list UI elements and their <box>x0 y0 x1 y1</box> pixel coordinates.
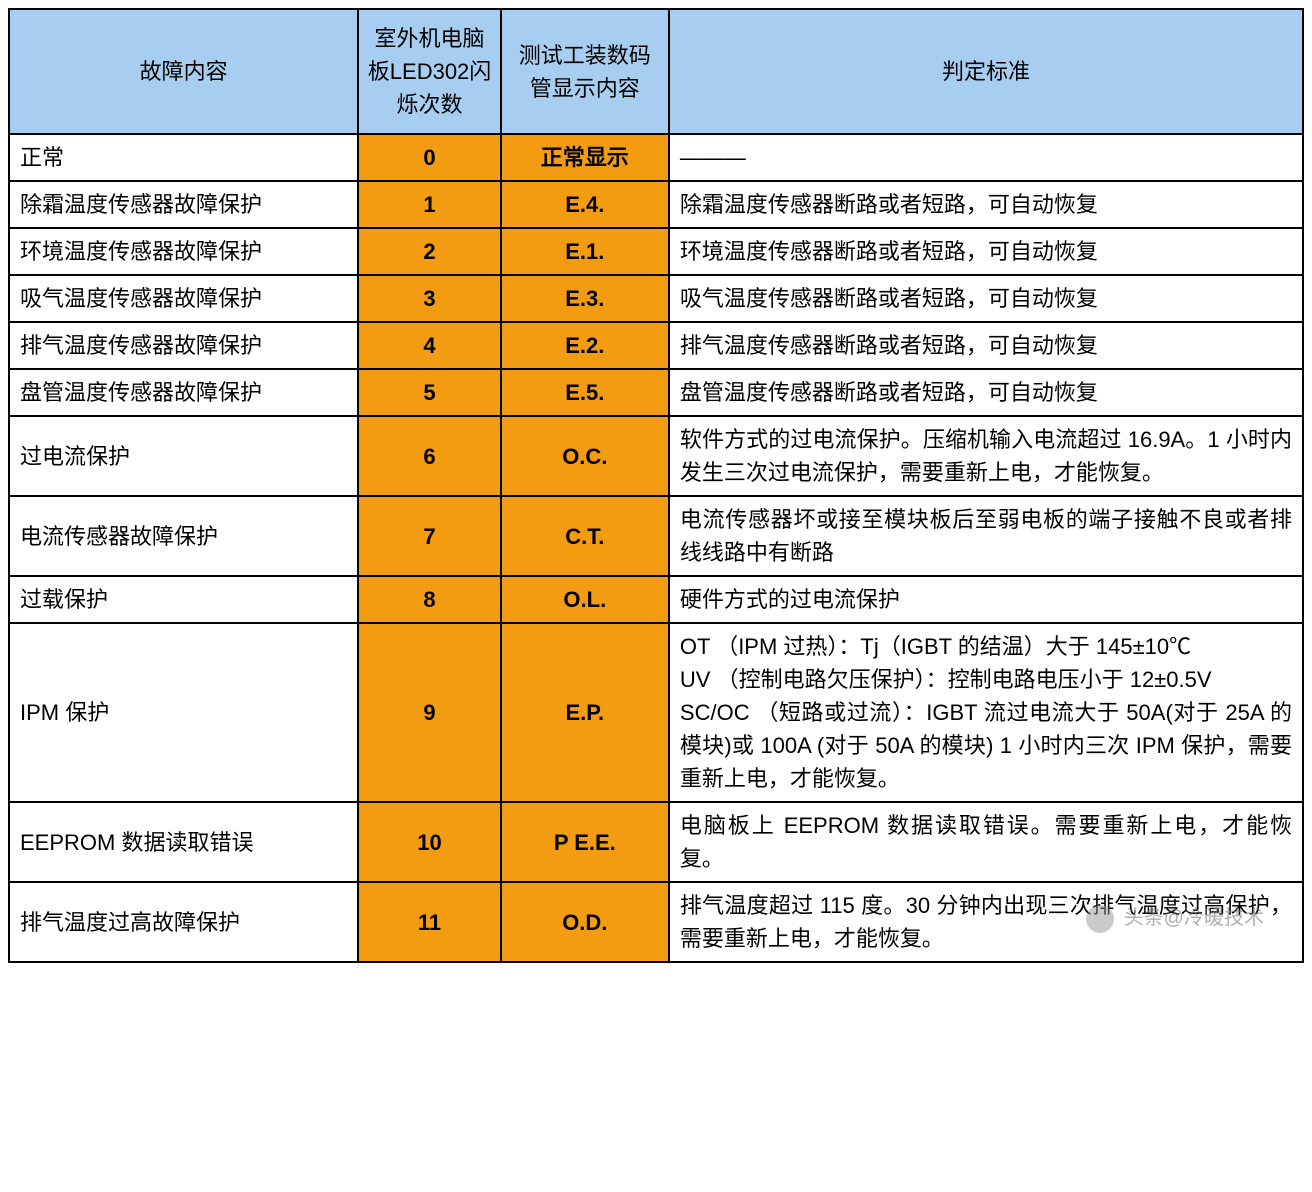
cell-disp: O.D. <box>501 882 669 962</box>
table-row: 除霜温度传感器故障保护1E.4.除霜温度传感器断路或者短路，可自动恢复 <box>9 181 1303 228</box>
header-fault: 故障内容 <box>9 9 358 134</box>
cell-led: 5 <box>358 369 500 416</box>
cell-fault: 吸气温度传感器故障保护 <box>9 275 358 322</box>
cell-disp: E.2. <box>501 322 669 369</box>
cell-disp: 正常显示 <box>501 134 669 181</box>
cell-disp: C.T. <box>501 496 669 576</box>
cell-disp: P E.E. <box>501 802 669 882</box>
cell-led: 2 <box>358 228 500 275</box>
table-row: 排气温度过高故障保护11O.D.排气温度超过 115 度。30 分钟内出现三次排… <box>9 882 1303 962</box>
document-container: 故障内容 室外机电脑板LED302闪烁次数 测试工装数码管显示内容 判定标准 正… <box>8 8 1304 963</box>
cell-led: 3 <box>358 275 500 322</box>
header-criteria: 判定标准 <box>669 9 1303 134</box>
cell-criteria: 环境温度传感器断路或者短路，可自动恢复 <box>669 228 1303 275</box>
cell-fault: 排气温度过高故障保护 <box>9 882 358 962</box>
fault-code-table: 故障内容 室外机电脑板LED302闪烁次数 测试工装数码管显示内容 判定标准 正… <box>8 8 1304 963</box>
table-row: 过载保护8O.L.硬件方式的过电流保护 <box>9 576 1303 623</box>
table-row: 电流传感器故障保护7C.T.电流传感器坏或接至模块板后至弱电板的端子接触不良或者… <box>9 496 1303 576</box>
table-row: 正常0正常显示——— <box>9 134 1303 181</box>
cell-fault: 盘管温度传感器故障保护 <box>9 369 358 416</box>
cell-led: 0 <box>358 134 500 181</box>
cell-criteria: 软件方式的过电流保护。压缩机输入电流超过 16.9A。1 小时内发生三次过电流保… <box>669 416 1303 496</box>
cell-criteria: 吸气温度传感器断路或者短路，可自动恢复 <box>669 275 1303 322</box>
cell-criteria: 排气温度传感器断路或者短路，可自动恢复 <box>669 322 1303 369</box>
cell-disp: E.5. <box>501 369 669 416</box>
header-disp: 测试工装数码管显示内容 <box>501 9 669 134</box>
table-row: EEPROM 数据读取错误10P E.E.电脑板上 EEPROM 数据读取错误。… <box>9 802 1303 882</box>
cell-fault: 过电流保护 <box>9 416 358 496</box>
cell-led: 6 <box>358 416 500 496</box>
cell-led: 10 <box>358 802 500 882</box>
cell-criteria: 除霜温度传感器断路或者短路，可自动恢复 <box>669 181 1303 228</box>
table-row: 盘管温度传感器故障保护5E.5.盘管温度传感器断路或者短路，可自动恢复 <box>9 369 1303 416</box>
cell-fault: 正常 <box>9 134 358 181</box>
table-body: 正常0正常显示———除霜温度传感器故障保护1E.4.除霜温度传感器断路或者短路，… <box>9 134 1303 962</box>
header-led: 室外机电脑板LED302闪烁次数 <box>358 9 500 134</box>
cell-criteria: 电脑板上 EEPROM 数据读取错误。需要重新上电，才能恢复。 <box>669 802 1303 882</box>
cell-fault: EEPROM 数据读取错误 <box>9 802 358 882</box>
cell-led: 8 <box>358 576 500 623</box>
cell-criteria: 硬件方式的过电流保护 <box>669 576 1303 623</box>
table-row: 环境温度传感器故障保护2E.1.环境温度传感器断路或者短路，可自动恢复 <box>9 228 1303 275</box>
table-row: 过电流保护6O.C.软件方式的过电流保护。压缩机输入电流超过 16.9A。1 小… <box>9 416 1303 496</box>
cell-fault: 除霜温度传感器故障保护 <box>9 181 358 228</box>
cell-fault: 排气温度传感器故障保护 <box>9 322 358 369</box>
cell-criteria: 盘管温度传感器断路或者短路，可自动恢复 <box>669 369 1303 416</box>
cell-led: 4 <box>358 322 500 369</box>
table-row: IPM 保护9E.P.OT （IPM 过热）：Tj（IGBT 的结温）大于 14… <box>9 623 1303 802</box>
cell-disp: O.L. <box>501 576 669 623</box>
cell-criteria: OT （IPM 过热）：Tj（IGBT 的结温）大于 145±10℃UV （控制… <box>669 623 1303 802</box>
cell-led: 1 <box>358 181 500 228</box>
cell-fault: 环境温度传感器故障保护 <box>9 228 358 275</box>
table-row: 吸气温度传感器故障保护3E.3.吸气温度传感器断路或者短路，可自动恢复 <box>9 275 1303 322</box>
cell-led: 7 <box>358 496 500 576</box>
table-row: 排气温度传感器故障保护4E.2.排气温度传感器断路或者短路，可自动恢复 <box>9 322 1303 369</box>
cell-disp: E.3. <box>501 275 669 322</box>
cell-disp: E.1. <box>501 228 669 275</box>
cell-disp: E.P. <box>501 623 669 802</box>
cell-criteria: 电流传感器坏或接至模块板后至弱电板的端子接触不良或者排线线路中有断路 <box>669 496 1303 576</box>
cell-disp: E.4. <box>501 181 669 228</box>
cell-fault: 电流传感器故障保护 <box>9 496 358 576</box>
cell-led: 9 <box>358 623 500 802</box>
cell-criteria: 排气温度超过 115 度。30 分钟内出现三次排气温度过高保护，需要重新上电，才… <box>669 882 1303 962</box>
cell-led: 11 <box>358 882 500 962</box>
cell-disp: O.C. <box>501 416 669 496</box>
cell-criteria: ——— <box>669 134 1303 181</box>
cell-fault: IPM 保护 <box>9 623 358 802</box>
cell-fault: 过载保护 <box>9 576 358 623</box>
header-row: 故障内容 室外机电脑板LED302闪烁次数 测试工装数码管显示内容 判定标准 <box>9 9 1303 134</box>
